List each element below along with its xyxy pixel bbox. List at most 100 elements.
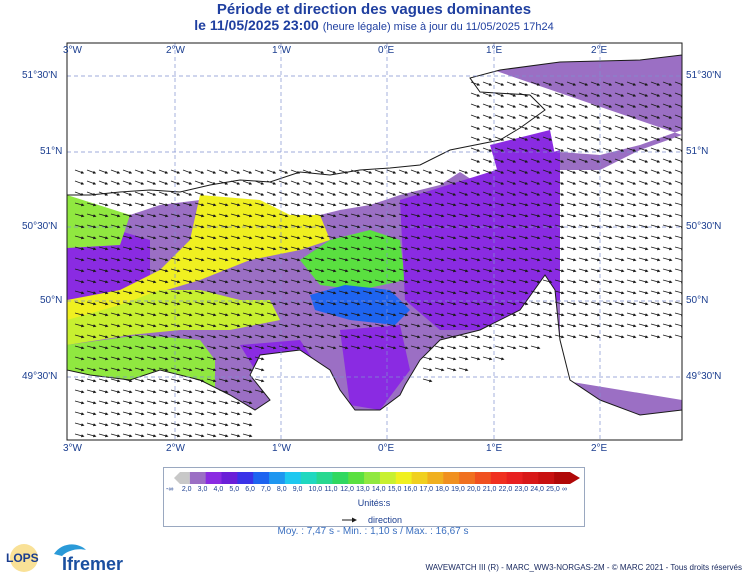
direction-arrow (614, 169, 625, 174)
direction-arrow (554, 246, 565, 251)
direction-arrow (350, 279, 361, 284)
direction-arrow (326, 180, 337, 185)
direction-arrow (326, 334, 337, 339)
direction-arrow (494, 334, 505, 339)
direction-arrow (458, 246, 469, 251)
direction-arrow (194, 224, 205, 229)
direction-arrow (146, 180, 157, 185)
direction-arrow (362, 235, 373, 240)
direction-arrow (350, 191, 361, 196)
direction-arrow (530, 158, 541, 163)
direction-arrow (158, 191, 169, 196)
direction-arrow (386, 169, 397, 174)
direction-arrow (566, 191, 577, 196)
direction-arrow (314, 268, 325, 273)
direction-arrow (494, 323, 505, 328)
direction-arrow (314, 246, 325, 251)
direction-arrow (374, 345, 385, 350)
direction-arrow (194, 301, 205, 306)
direction-arrow (470, 279, 481, 284)
legend-swatch (395, 472, 413, 484)
direction-arrow (230, 279, 241, 284)
grid (67, 43, 682, 440)
direction-arrow (110, 400, 121, 405)
direction-arrow (458, 268, 469, 273)
direction-arrow (590, 235, 601, 240)
direction-arrow (542, 268, 553, 273)
direction-arrow (650, 323, 661, 328)
direction-arrow (410, 213, 421, 218)
direction-arrow (434, 323, 445, 328)
direction-arrow (590, 169, 601, 174)
direction-arrow (302, 323, 313, 328)
direction-arrow (74, 257, 85, 262)
direction-arrow (194, 202, 205, 207)
direction-arrow (302, 213, 313, 218)
direction-arrow (86, 345, 97, 350)
direction-arrow (350, 290, 361, 295)
sea-purple-south (400, 150, 560, 330)
direction-arrow (158, 323, 169, 328)
direction-arrow (218, 257, 229, 262)
direction-arrow (398, 224, 409, 229)
direction-arrow (602, 224, 613, 229)
direction-arrow (494, 224, 505, 229)
direction-arrow (674, 103, 682, 108)
direction-arrow (554, 191, 565, 196)
direction-arrow (662, 114, 673, 119)
map-subtitle: le 11/05/2025 23:00 (heure légale) mise … (0, 17, 748, 33)
direction-arrow (530, 92, 541, 97)
direction-arrow (110, 213, 121, 218)
legend-swatch (554, 472, 580, 484)
direction-arrow (446, 312, 457, 317)
direction-arrow (578, 169, 589, 174)
direction-arrow (410, 312, 421, 317)
direction-arrow (602, 312, 613, 317)
direction-arrow (362, 312, 373, 317)
direction-arrow (74, 422, 85, 427)
direction-arrow (662, 246, 673, 251)
direction-arrow (362, 169, 373, 174)
direction-arrow (674, 290, 682, 295)
direction-arrow (662, 279, 673, 284)
direction-arrow (662, 103, 673, 108)
direction-arrow (602, 257, 613, 262)
direction-arrow (290, 169, 301, 174)
direction-arrow (602, 191, 613, 196)
direction-arrow (218, 169, 229, 174)
direction-arrow (314, 224, 325, 229)
direction-arrow (170, 235, 181, 240)
direction-arrow (554, 92, 565, 97)
direction-arrow (458, 367, 469, 372)
direction-arrow (662, 147, 673, 152)
direction-arrow (398, 235, 409, 240)
direction-arrow (674, 191, 682, 196)
direction-arrow (218, 191, 229, 196)
direction-arrow (218, 235, 229, 240)
direction-arrow (242, 367, 253, 372)
legend-tick-label: 13,0 (356, 486, 370, 493)
direction-arrow (566, 290, 577, 295)
direction-arrow (170, 213, 181, 218)
direction-arrow (566, 169, 577, 174)
direction-arrow (482, 92, 493, 97)
direction-arrow (554, 290, 565, 295)
direction-arrow (170, 257, 181, 262)
direction-arrow (662, 290, 673, 295)
direction-arrow (362, 334, 373, 339)
direction-arrow (662, 268, 673, 273)
direction-arrow (290, 180, 301, 185)
direction-arrow (602, 323, 613, 328)
date-label: le 11/05/2025 23:00 (194, 17, 319, 33)
direction-arrow (86, 367, 97, 372)
direction-arrow (110, 422, 121, 427)
direction-arrow (314, 290, 325, 295)
direction-arrow (638, 191, 649, 196)
direction-arrow (446, 268, 457, 273)
direction-arrow (614, 268, 625, 273)
direction-arrow (674, 334, 682, 339)
direction-arrow (662, 213, 673, 218)
direction-arrow (566, 235, 577, 240)
direction-arrow (554, 114, 565, 119)
direction-arrow (578, 224, 589, 229)
